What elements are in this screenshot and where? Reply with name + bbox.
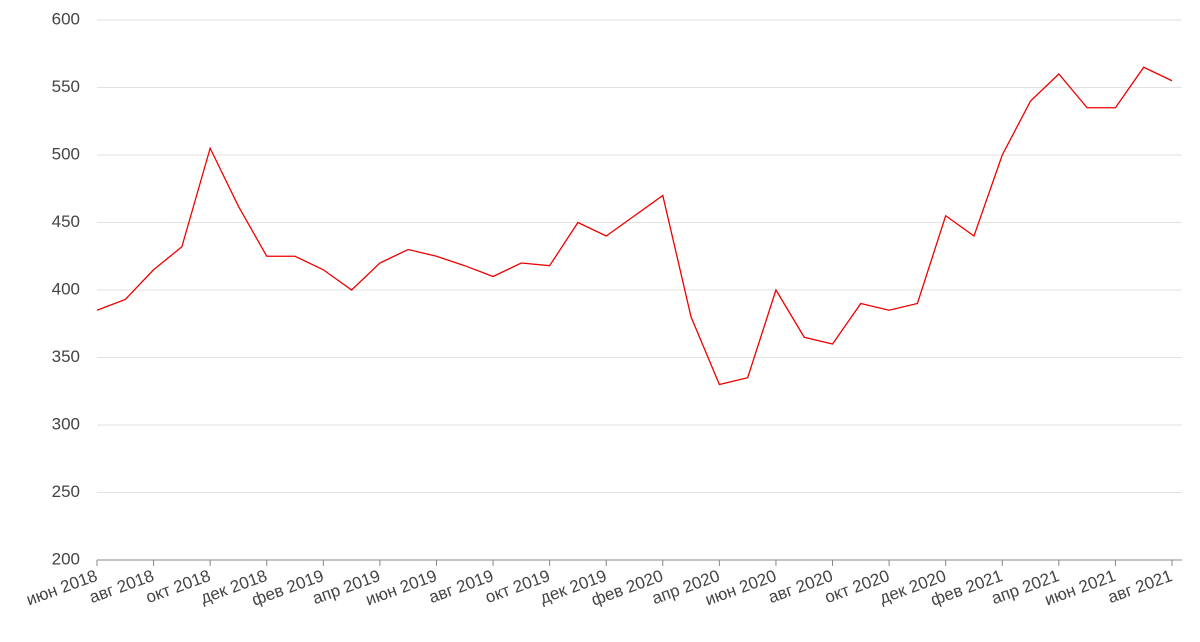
y-tick-label: 200 xyxy=(52,549,80,568)
x-tick-label: авг 2019 xyxy=(426,566,496,607)
y-tick-label: 550 xyxy=(52,77,80,96)
y-tick-label: 450 xyxy=(52,212,80,231)
y-tick-label: 500 xyxy=(52,144,80,163)
x-tick-label: авг 2020 xyxy=(766,566,836,607)
y-tick-label: 250 xyxy=(52,482,80,501)
line xyxy=(96,66,1173,386)
y-tick-label: 400 xyxy=(52,279,80,298)
y-tick-label: 300 xyxy=(52,414,80,433)
x-tick-label: авг 2021 xyxy=(1105,566,1175,607)
y-tick-label: 350 xyxy=(52,347,80,366)
x-tick-label: авг 2018 xyxy=(87,566,157,607)
y-tick-label: 600 xyxy=(52,9,80,28)
